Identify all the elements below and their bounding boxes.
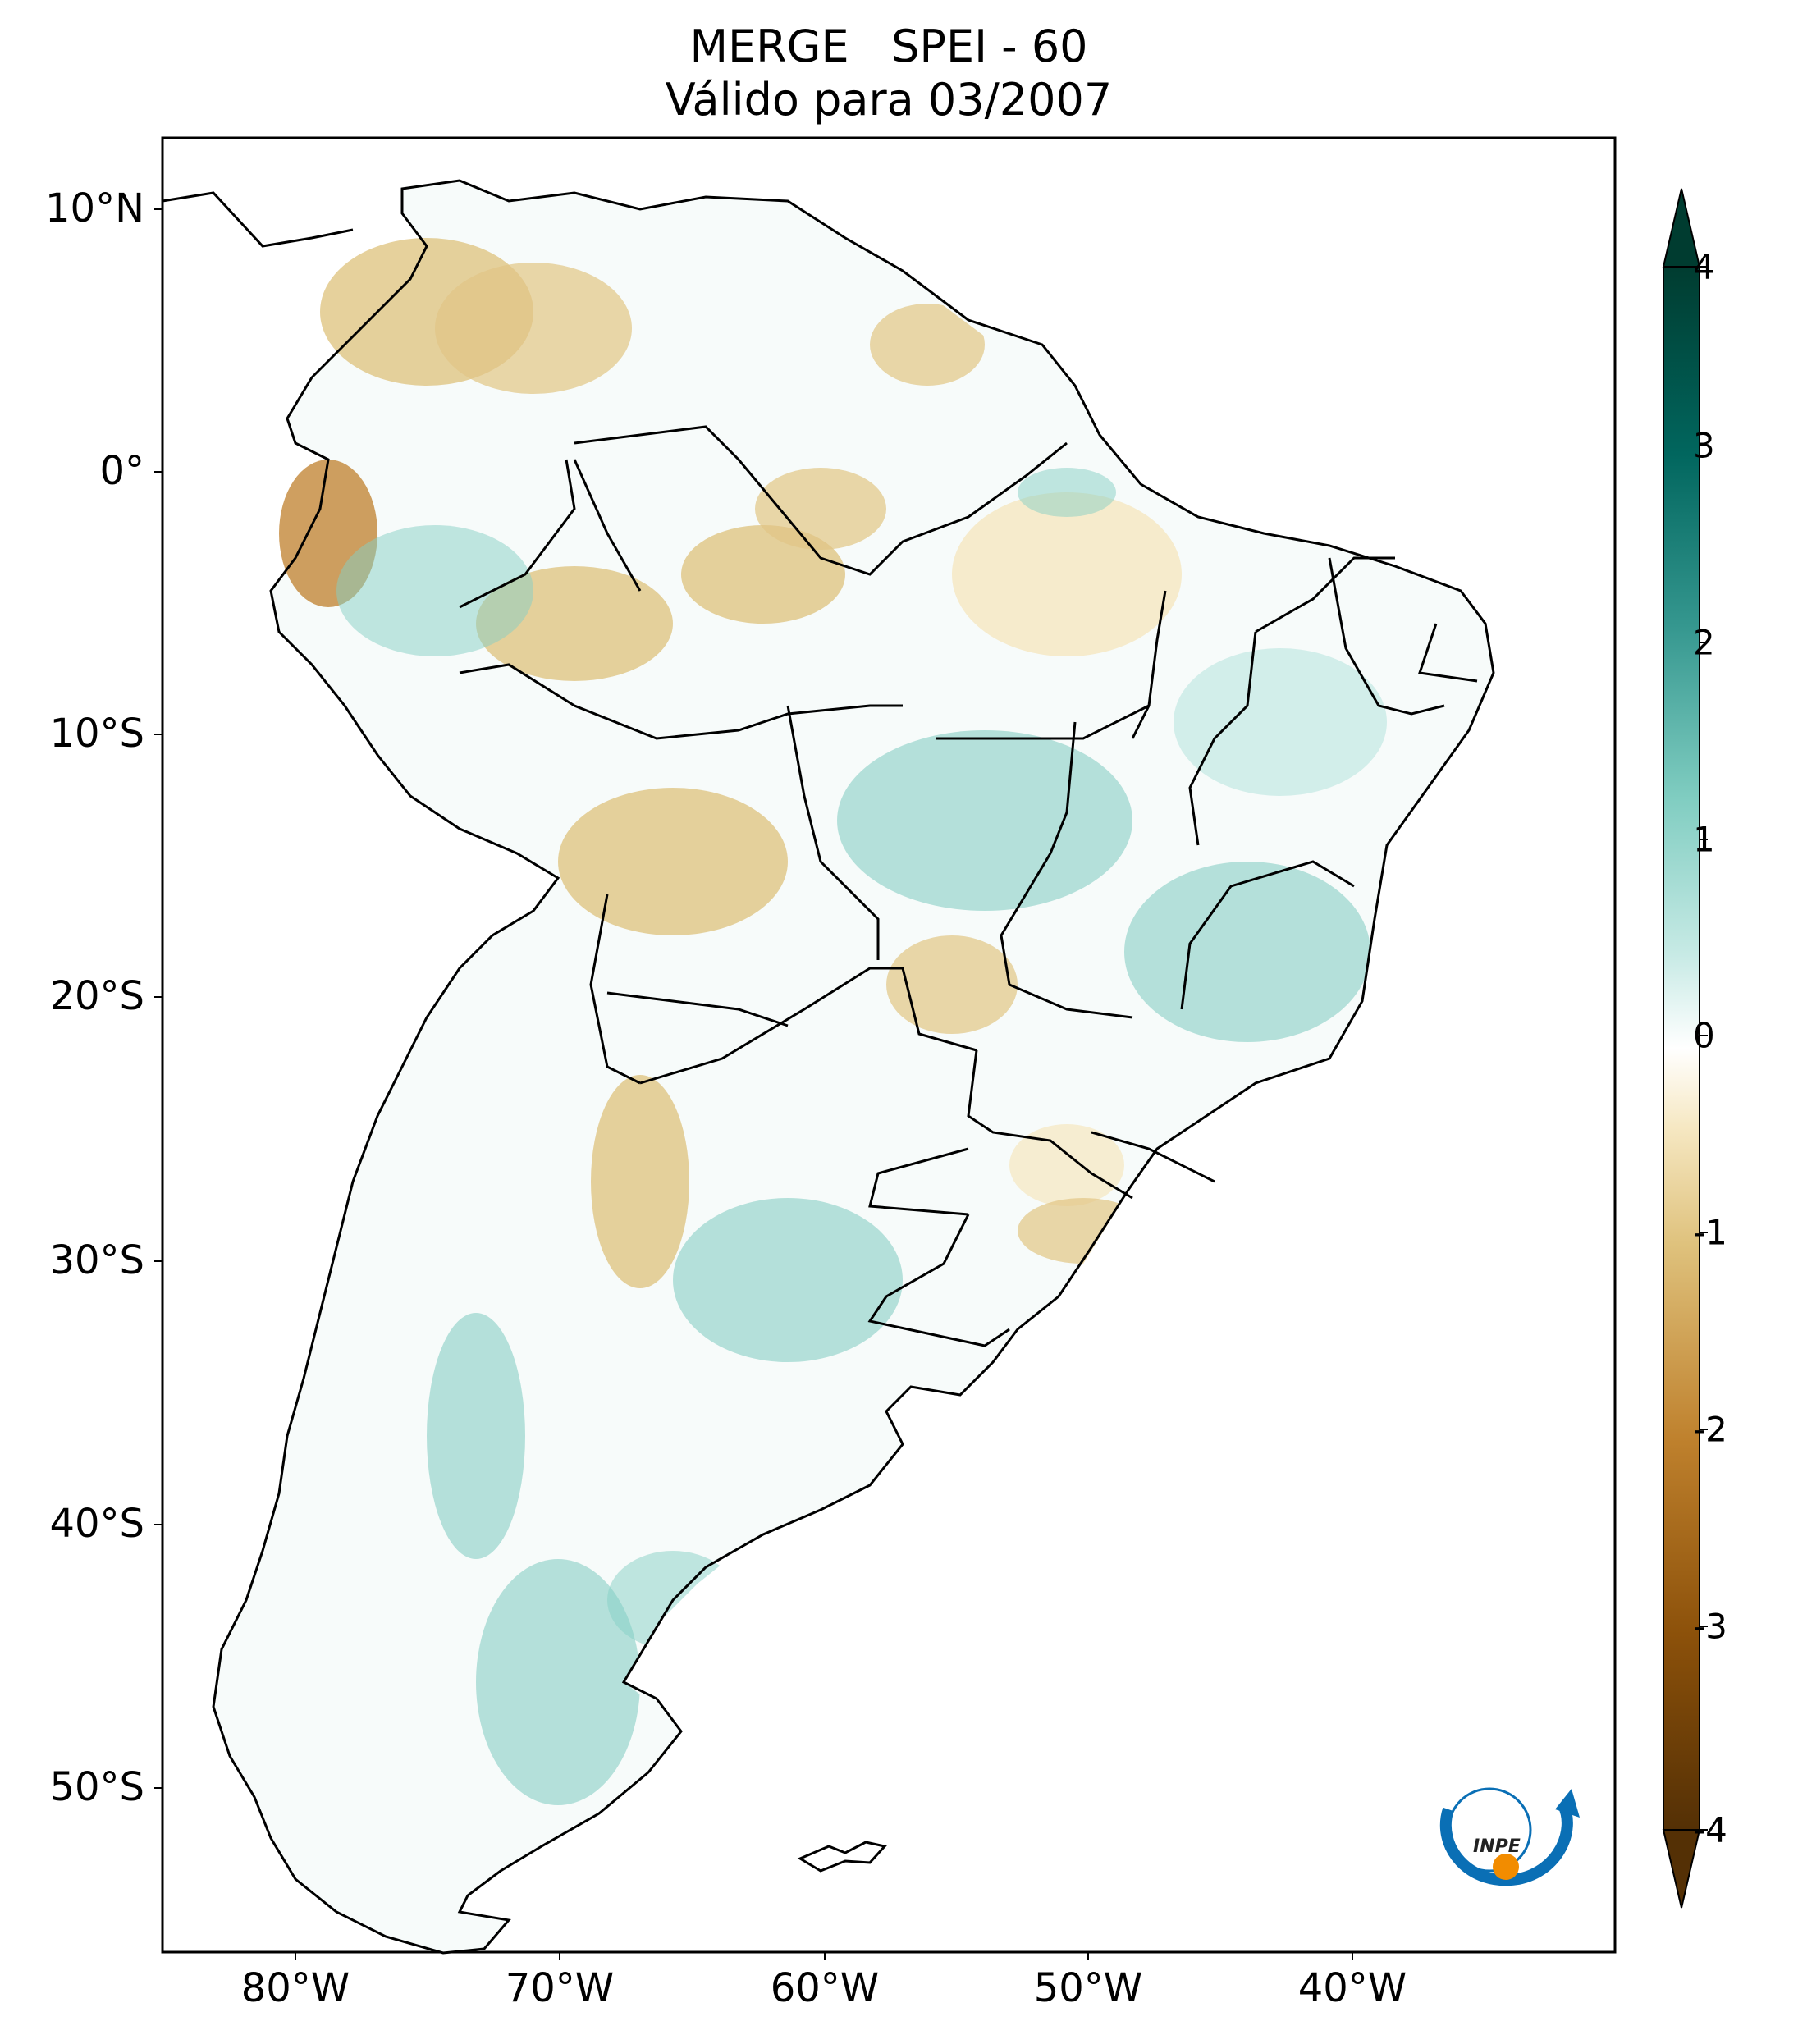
- lon-tick-label: 60°W: [770, 1965, 880, 2011]
- map-title: MERGE SPEI - 60: [689, 21, 1088, 72]
- lat-tick-label: 20°S: [49, 973, 144, 1019]
- colorbar-label: 3: [1693, 425, 1715, 466]
- colorbar-label: 2: [1693, 622, 1715, 663]
- colorbar-label: -3: [1693, 1606, 1727, 1647]
- lon-tick-label: 80°W: [240, 1965, 350, 2011]
- colorbar-min-extend: [1662, 1829, 1701, 1909]
- inpe-logo-text: INPE: [1473, 1836, 1521, 1857]
- lon-tick-label: 40°W: [1297, 1965, 1407, 2011]
- colorbar-label: 1: [1693, 819, 1715, 860]
- map-subtitle: Válido para 03/2007: [665, 74, 1113, 126]
- lon-tick-label: 70°W: [505, 1965, 615, 2011]
- lat-tick-label: 0°: [99, 448, 144, 494]
- inpe-logo: INPE: [1439, 1787, 1580, 1886]
- lat-tick-label: 10°S: [49, 711, 144, 757]
- spei-patches: [279, 238, 1387, 1805]
- colorbar-label: 4: [1693, 246, 1715, 287]
- lat-tick-label: 50°S: [49, 1764, 144, 1810]
- falkland-islands: [797, 1841, 887, 1873]
- lon-tick-label: 50°W: [1033, 1965, 1143, 2011]
- colorbar-label: -1: [1693, 1212, 1727, 1253]
- colorbar-label: 0: [1693, 1015, 1715, 1056]
- colorbar-label: -4: [1693, 1809, 1727, 1850]
- axis-ticks: [154, 208, 1353, 1960]
- colorbar-ticks: [1700, 266, 1708, 1831]
- borders: [162, 179, 1495, 1955]
- lat-tick-label: 40°S: [49, 1501, 144, 1547]
- colorbar: [1662, 188, 1708, 1909]
- lat-tick-label: 10°N: [45, 185, 144, 231]
- lat-tick-label: 30°S: [49, 1237, 144, 1283]
- colorbar-scale: [1663, 266, 1700, 1831]
- colorbar-label: -2: [1693, 1409, 1727, 1450]
